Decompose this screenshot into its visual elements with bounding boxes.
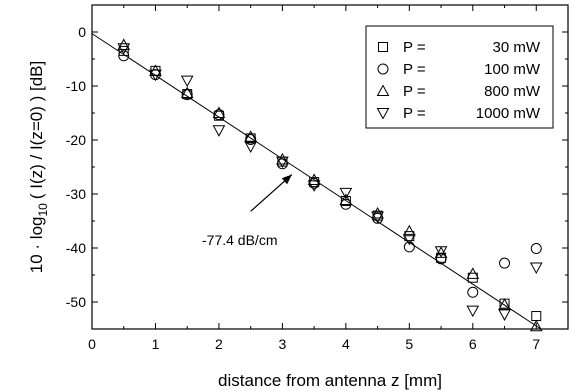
y-tick-label: 0 <box>78 24 86 40</box>
y-tick-label: -10 <box>66 78 86 94</box>
y-tick-label: -40 <box>66 240 86 256</box>
x-tick-label: 5 <box>405 336 413 352</box>
data-markers <box>117 38 543 332</box>
triangle-up-marker <box>529 319 543 332</box>
triangle-up-marker <box>244 130 258 142</box>
legend-label: P = <box>403 61 426 78</box>
arrow-head <box>281 174 292 185</box>
triangle-up-marker <box>212 106 226 118</box>
x-tick-label: 6 <box>469 336 477 352</box>
legend-label: P = <box>403 39 426 56</box>
legend-triangle-up-marker <box>376 84 390 96</box>
triangle-down-marker <box>244 141 258 154</box>
triangle-down-marker <box>212 125 226 137</box>
triangle-up-marker <box>498 298 511 310</box>
square-marker <box>340 196 351 207</box>
axes: 0 1 2 3 4 5 6 7 0 -10 -20 -30 -40 -50 <box>66 5 568 352</box>
x-tick-label: 3 <box>279 336 287 352</box>
legend-box <box>365 25 554 129</box>
triangle-down-marker <box>339 187 353 200</box>
slope-annotation: -77.4 dB/cm <box>202 232 277 248</box>
triangle-down-marker <box>307 180 321 192</box>
triangle-down-marker <box>180 75 194 88</box>
circle-marker <box>435 253 447 265</box>
x-tick-label: 4 <box>342 336 350 352</box>
circle-marker <box>467 286 479 298</box>
y-tick-label: -20 <box>66 132 86 148</box>
y-axis-label: 10 · log10( I(z) / I(z=0) ) [dB] <box>27 61 50 273</box>
y-tick-label: -50 <box>66 294 86 310</box>
circle-marker <box>213 109 225 121</box>
triangle-down-marker <box>498 309 511 321</box>
legend-square-marker <box>378 42 388 52</box>
x-tick-label: 7 <box>532 336 540 352</box>
circle-marker <box>499 257 511 269</box>
triangle-up-marker <box>339 193 353 205</box>
triangle-up-marker <box>307 173 321 185</box>
triangle-down-marker <box>149 69 162 82</box>
legend-value: 30 mW <box>492 39 540 56</box>
x-axis-label: distance from antenna z [mm] <box>218 371 442 390</box>
square-marker <box>467 272 478 283</box>
legend-label: P = <box>403 105 426 122</box>
x-tick-label: 1 <box>152 336 160 352</box>
triangle-down-marker <box>371 211 384 224</box>
legend-triangle-down-marker <box>376 108 390 120</box>
triangle-up-marker <box>180 86 194 99</box>
legend-circle-marker <box>377 63 389 75</box>
triangle-down-marker <box>117 43 131 55</box>
circle-marker <box>403 241 415 253</box>
triangle-up-marker <box>402 224 416 237</box>
triangle-up-marker <box>117 38 131 50</box>
circle-marker <box>118 50 130 62</box>
triangle-up-marker <box>276 152 289 165</box>
triangle-down-marker <box>466 305 480 318</box>
square-marker <box>118 45 129 56</box>
legend: P = 30 mW P = 100 mW P = 800 mW P = 1000 mW <box>365 25 554 129</box>
legend-value: 1000 mW <box>476 105 541 122</box>
triangle-down-marker <box>434 246 448 258</box>
triangle-down-marker <box>402 233 416 246</box>
legend-value: 800 mW <box>484 83 541 100</box>
triangle-down-marker <box>276 156 289 169</box>
y-tick-label: -30 <box>66 186 86 202</box>
legend-value: 100 mW <box>484 61 541 78</box>
x-tick-label: 2 <box>215 336 223 352</box>
triangle-up-marker <box>371 206 384 219</box>
legend-label: P = <box>403 83 426 100</box>
circle-marker <box>181 89 193 101</box>
circle-marker <box>530 243 542 255</box>
x-tick-label: 0 <box>88 336 96 352</box>
triangle-down-marker <box>529 262 543 274</box>
annotation-arrow <box>250 174 293 212</box>
square-marker <box>531 311 542 322</box>
triangle-up-marker <box>466 267 480 279</box>
